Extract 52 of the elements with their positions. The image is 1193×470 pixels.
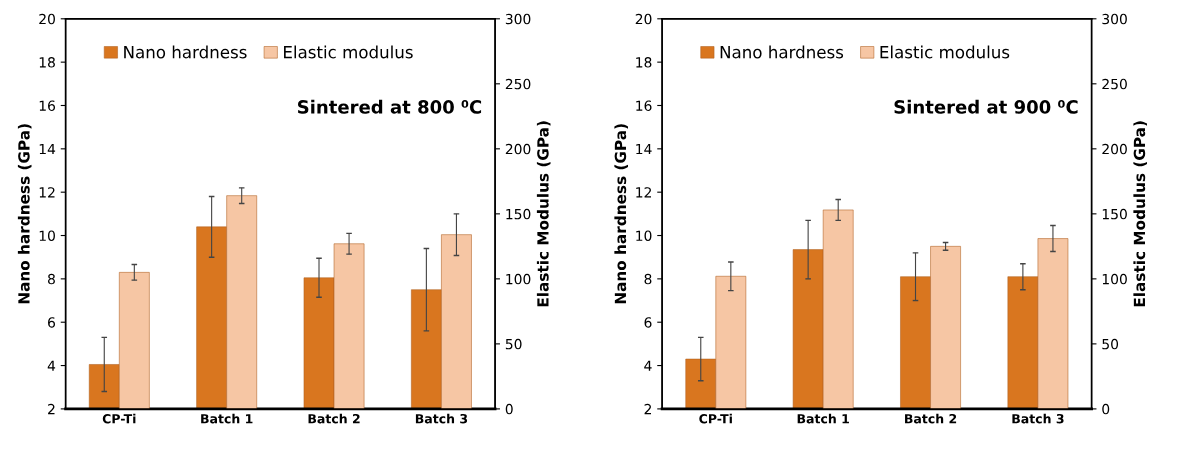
y2-tick-label: 0 xyxy=(1102,403,1110,415)
y-axis-title: Nano hardness (GPa) xyxy=(614,124,628,304)
legend-label: Nano hardness xyxy=(124,45,247,59)
y2-tick-label: 250 xyxy=(505,78,531,90)
x-tick-label: Batch 1 xyxy=(201,413,253,424)
x-tick-label: CP-Ti xyxy=(699,413,732,424)
y-tick-label: 4 xyxy=(47,360,56,371)
x-tick-label: Batch 3 xyxy=(1012,413,1064,424)
y2-tick-label: 100 xyxy=(1102,273,1127,285)
y-tick-label: 6 xyxy=(644,317,652,328)
x-tick-label: CP-Ti xyxy=(102,413,136,424)
y2-tick-label: 300 xyxy=(505,13,531,25)
y-tick-label: 4 xyxy=(644,360,652,371)
legend-label: Elastic modulus xyxy=(880,45,1010,59)
y-tick-label: 20 xyxy=(39,13,55,25)
y-tick-label: 16 xyxy=(39,100,56,111)
y-tick-label: 12 xyxy=(39,187,55,198)
y-tick-label: 8 xyxy=(644,273,652,285)
y2-tick-label: 200 xyxy=(1102,143,1127,155)
legend-label: Nano hardness xyxy=(720,45,844,59)
y2-axis-title: Elastic Modulus (GPa) xyxy=(536,121,551,307)
y-tick-label: 10 xyxy=(636,230,652,241)
y-tick-label: 16 xyxy=(636,100,652,111)
y2-tick-label: 50 xyxy=(505,338,522,350)
y-tick-label: 6 xyxy=(48,317,56,328)
y-tick-label: 14 xyxy=(39,143,56,155)
x-tick-label: Batch 1 xyxy=(797,413,849,424)
y2-tick-label: 0 xyxy=(505,403,513,415)
y-tick-label: 20 xyxy=(635,13,652,25)
y2-tick-label: 200 xyxy=(505,143,531,155)
y2-tick-label: 100 xyxy=(506,273,531,285)
y-axis-title: Nano hardness (GPa) xyxy=(17,124,32,304)
y-tick-label: 18 xyxy=(39,57,55,68)
y2-tick-label: 50 xyxy=(1102,338,1119,350)
y-tick-label: 14 xyxy=(636,143,652,155)
y-tick-label: 12 xyxy=(636,187,651,198)
y2-axis-title: Elastic Modulus (GPa) xyxy=(1133,121,1148,307)
y-tick-label: 18 xyxy=(636,57,652,68)
annotation: Sintered at 800 ⁰C xyxy=(297,99,482,114)
y2-tick-label: 150 xyxy=(506,208,531,220)
y-tick-label: 10 xyxy=(39,230,55,241)
y-tick-label: 8 xyxy=(48,273,55,285)
y-tick-label: 2 xyxy=(48,403,55,415)
x-tick-label: Batch 2 xyxy=(905,413,957,424)
y2-tick-label: 300 xyxy=(1102,13,1127,25)
annotation: Sintered at 900 ⁰C xyxy=(894,99,1078,114)
y2-tick-label: 150 xyxy=(1102,208,1127,220)
y-tick-label: 2 xyxy=(644,403,651,415)
y2-tick-label: 250 xyxy=(1102,78,1127,90)
x-tick-label: Batch 2 xyxy=(308,413,360,424)
x-tick-label: Batch 3 xyxy=(415,413,468,424)
legend-label: Elastic modulus xyxy=(284,45,413,59)
